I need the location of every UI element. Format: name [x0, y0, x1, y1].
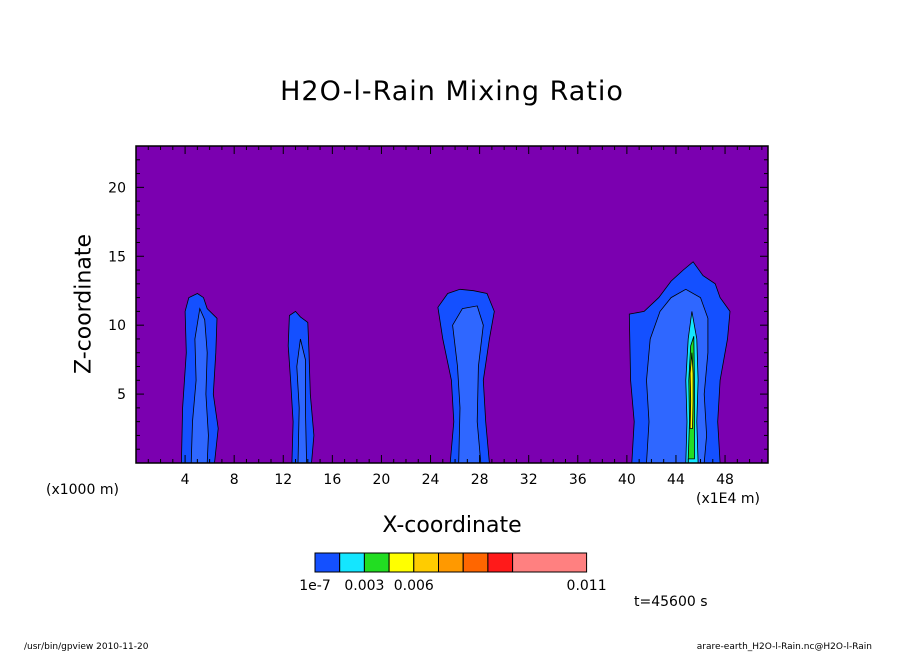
y-tick-label: 20: [108, 180, 126, 196]
colorbar-label: 0.003: [344, 578, 384, 594]
colorbar-swatch: [438, 552, 464, 573]
x-tick-label: 24: [422, 472, 440, 488]
x-tick-label: 12: [274, 472, 292, 488]
colorbar-swatch: [339, 552, 365, 573]
colorbar-swatch: [512, 552, 588, 573]
y-tick-label: 10: [108, 318, 126, 334]
colorbar: 1e-7 0.003 0.006 0.011: [299, 552, 607, 594]
colorbar-swatch: [314, 552, 341, 573]
x-tick-label: 20: [373, 472, 391, 488]
rain-cell-1-inner: [190, 307, 209, 464]
x-tick-label: 8: [230, 472, 239, 488]
x-axis-label: X-coordinate: [382, 513, 522, 538]
rain-core-yellow: [689, 352, 694, 429]
y-axis-ticks: 5 10 15 20: [108, 159, 768, 450]
colorbar-swatch: [388, 552, 415, 573]
rain-cells: [180, 261, 731, 464]
colorbar-label: 0.006: [394, 578, 434, 594]
y-axis-label: Z-coordinate: [71, 234, 97, 374]
colorbar-label: 1e-7: [299, 578, 330, 594]
y-tick-label: 5: [117, 387, 126, 403]
x-unit-label: (x1000 m): [46, 482, 119, 498]
x-axis-ticks: 4 8 12 16 20 24 28 32 36 40 44 48: [147, 146, 763, 488]
colorbar-swatch: [363, 552, 390, 573]
x-tick-label: 28: [471, 472, 489, 488]
rain-cell-3-inner: [452, 305, 484, 464]
x-tick-label: 32: [520, 472, 538, 488]
time-label: t=45600 s: [634, 594, 708, 610]
colorbar-swatch: [462, 552, 489, 573]
y-unit-label: (x1E4 m): [696, 491, 760, 507]
y-tick-label: 15: [108, 249, 126, 265]
x-tick-label: 48: [716, 472, 734, 488]
x-tick-label: 4: [181, 472, 190, 488]
footer-right: arare-earth_H2O-l-Rain.nc@H2O-l-Rain: [696, 642, 872, 652]
colorbar-label: 0.011: [567, 578, 607, 594]
footer-left: /usr/bin/gpview 2010-11-20: [24, 642, 149, 652]
x-tick-label: 40: [618, 472, 636, 488]
x-tick-label: 16: [323, 472, 341, 488]
chart-title: H2O-l-Rain Mixing Ratio: [280, 76, 624, 107]
rain-cell-2-inner: [296, 338, 308, 464]
colorbar-swatch: [487, 552, 514, 573]
plot-frame: [135, 145, 769, 464]
x-tick-label: 36: [569, 472, 587, 488]
colorbar-swatch: [413, 552, 439, 573]
x-tick-label: 44: [667, 472, 685, 488]
plot-border: [135, 145, 769, 464]
